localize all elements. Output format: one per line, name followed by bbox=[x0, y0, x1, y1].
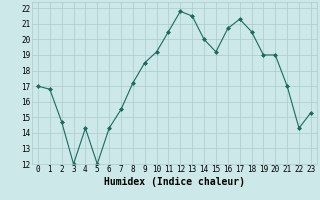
X-axis label: Humidex (Indice chaleur): Humidex (Indice chaleur) bbox=[104, 177, 245, 187]
